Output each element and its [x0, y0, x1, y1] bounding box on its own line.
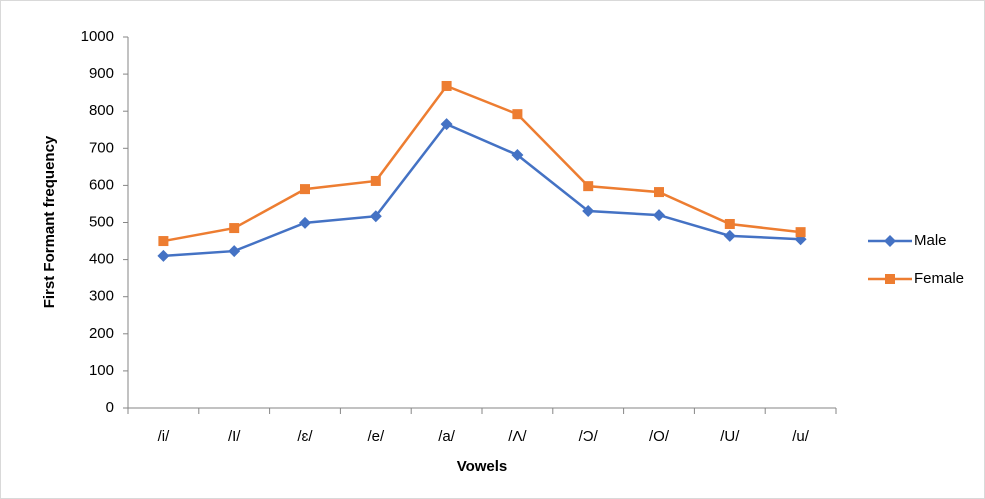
y-tick-label: 800 [89, 102, 114, 119]
y-tick-label: 900 [89, 65, 114, 82]
marker [795, 227, 806, 238]
y-tick-label: 700 [89, 139, 114, 156]
y-tick-label: 200 [89, 325, 114, 342]
marker [582, 204, 595, 217]
x-tick-label: /e/ [367, 428, 385, 445]
marker [370, 175, 381, 186]
marker [884, 235, 896, 247]
y-tick-label: 500 [89, 213, 114, 230]
marker [654, 187, 664, 198]
x-tick-label: /Ɔ/ [579, 428, 599, 445]
x-tick-label: /u/ [792, 428, 810, 445]
marker [511, 148, 524, 161]
marker [300, 184, 310, 195]
marker [157, 249, 170, 262]
marker [229, 223, 240, 234]
y-tick-label: 400 [89, 251, 114, 268]
y-tick-label: 0 [106, 399, 114, 416]
marker [228, 245, 241, 258]
marker [724, 218, 735, 229]
marker [885, 274, 895, 284]
y-tick-label: 1000 [81, 28, 114, 45]
x-tick-label: /I/ [228, 428, 241, 445]
y-axis-title: First Formant frequency [41, 135, 58, 308]
series-line [163, 122, 801, 258]
marker [583, 181, 594, 192]
x-tick-label: /Λ/ [508, 428, 527, 445]
x-tick-label: /U/ [720, 428, 740, 445]
marker [512, 109, 523, 120]
marker [158, 236, 169, 247]
marker [299, 216, 311, 229]
y-tick-label: 300 [89, 288, 114, 305]
x-tick-label: /i/ [158, 428, 171, 445]
y-tick-label: 600 [89, 176, 114, 193]
x-tick-label: /a/ [438, 428, 456, 445]
series-line [163, 84, 801, 243]
marker [723, 229, 736, 242]
marker [440, 118, 453, 131]
legend-label: Male [914, 232, 947, 249]
marker [369, 210, 382, 223]
x-tick-label: /O/ [649, 428, 670, 445]
legend-label: Female [914, 270, 964, 287]
marker [441, 80, 452, 91]
marker [653, 209, 665, 222]
y-tick-label: 100 [89, 362, 114, 379]
x-tick-label: /ɛ/ [297, 428, 313, 445]
x-axis-title: Vowels [457, 458, 508, 475]
